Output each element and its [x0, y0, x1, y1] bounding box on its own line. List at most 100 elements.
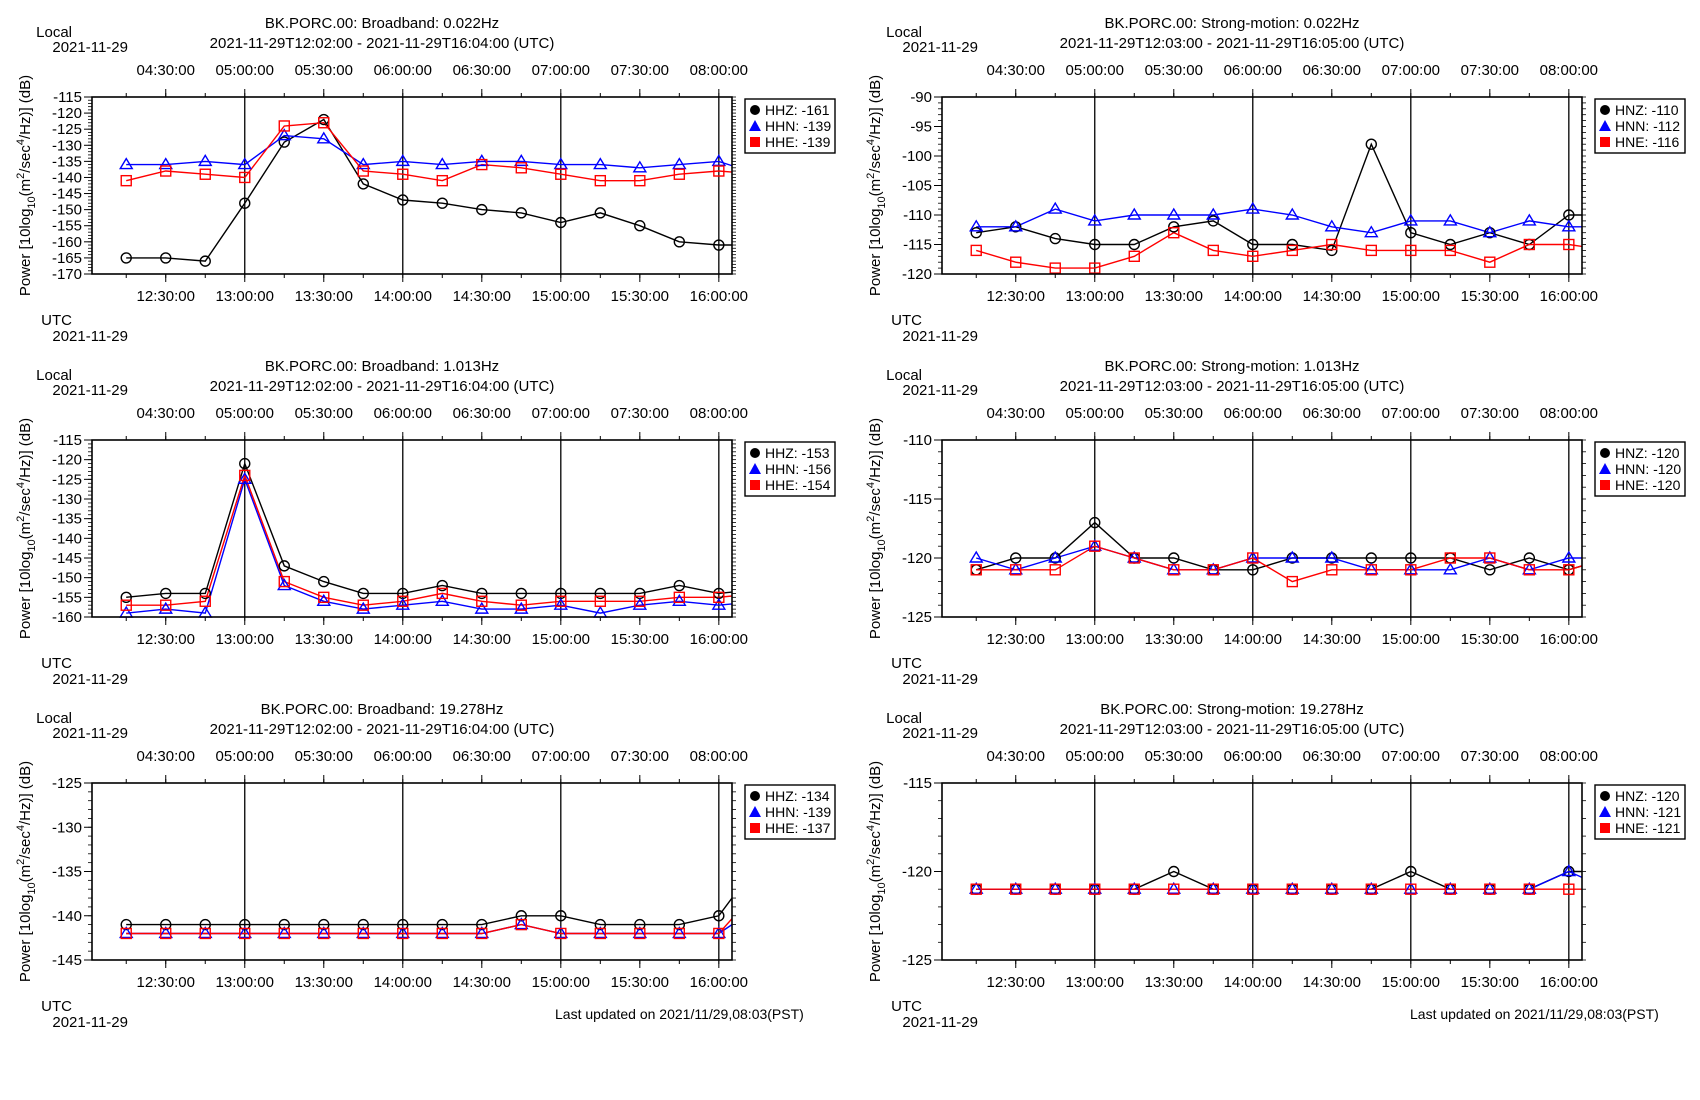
data-point-N	[158, 601, 173, 614]
data-point-N	[514, 917, 529, 930]
data-point-E	[1603, 884, 1613, 894]
data-point-E	[515, 918, 528, 931]
data-point-E	[1603, 245, 1613, 255]
chart-subtitle: 2021-11-29T12:03:00 - 2021-11-29T16:05:0…	[1060, 721, 1405, 738]
data-point-Z	[397, 194, 409, 206]
data-point-E	[1168, 564, 1180, 576]
chart-subtitle: 2021-11-29T12:03:00 - 2021-11-29T16:05:0…	[1060, 35, 1405, 52]
y-tick-label: -140	[52, 908, 82, 925]
local-date: 2021-11-29	[902, 382, 978, 399]
data-point-N	[1561, 550, 1577, 563]
data-point-N	[395, 926, 411, 939]
y-tick-label: -130	[52, 819, 82, 836]
x-tick-label-utc: 13:30:00	[1145, 631, 1203, 648]
data-point-N	[356, 157, 371, 170]
x-tick-label-utc: 12:30:00	[987, 974, 1045, 991]
x-tick-label-utc: 16:00:00	[690, 974, 748, 991]
series-line-E	[126, 121, 732, 182]
data-point-N	[1206, 562, 1221, 575]
data-point-E	[1207, 244, 1219, 257]
utc-label: UTC	[891, 655, 922, 672]
y-axis-label: Power [10log10(m2/sec4/Hz)] (dB)	[865, 418, 888, 639]
data-point-E	[239, 927, 251, 940]
y-tick-label: -155	[52, 218, 82, 235]
x-tick-label-local: 05:00:00	[1066, 748, 1124, 765]
data-point-E	[594, 927, 607, 940]
legend-triangle-icon	[749, 806, 761, 817]
data-point-E	[397, 927, 409, 940]
legend-square-icon	[1600, 480, 1610, 490]
data-point-N	[1403, 213, 1419, 226]
data-point-Z	[318, 918, 330, 931]
data-point-N	[514, 154, 529, 167]
x-tick-label-local: 05:30:00	[1145, 405, 1203, 422]
data-point-E	[1326, 238, 1338, 251]
data-point-N	[316, 926, 332, 939]
y-tick-label: -120	[902, 864, 932, 881]
legend-triangle-icon	[1599, 463, 1611, 474]
data-point-Z	[357, 178, 369, 190]
data-point-N	[1048, 550, 1063, 563]
data-point-N	[237, 157, 252, 170]
series-line-E	[975, 231, 1582, 269]
data-point-E	[1523, 883, 1536, 895]
local-date: 2021-11-29	[52, 725, 128, 742]
plot-frame	[941, 439, 1583, 618]
utc-label: UTC	[41, 312, 72, 329]
y-axis-label: Power [10log10(m2/sec4/Hz)] (dB)	[865, 761, 888, 982]
data-point-N	[395, 597, 411, 610]
last-updated-note-right: Last updated on 2021/11/29,08:03(PST)	[1410, 1006, 1659, 1022]
data-point-N	[1324, 550, 1340, 563]
data-point-N	[277, 578, 292, 591]
y-tick-label: -150	[52, 202, 82, 219]
y-axis-label: Power [10log10(m2/sec4/Hz)] (dB)	[865, 75, 888, 296]
chart-title: BK.PORC.00: Strong-motion: 1.013Hz	[1104, 358, 1359, 375]
local-date: 2021-11-29	[902, 725, 978, 742]
data-point-N	[1245, 201, 1261, 214]
data-point-N	[1087, 881, 1102, 894]
series-line-Z	[976, 142, 1582, 252]
data-point-N	[969, 219, 984, 232]
data-point-N	[672, 926, 687, 939]
x-tick-label-local: 05:00:00	[216, 62, 274, 79]
data-point-E	[318, 117, 330, 129]
data-point-E	[1365, 564, 1378, 576]
data-point-Z	[1128, 238, 1140, 251]
x-tick-label-local: 06:00:00	[374, 62, 432, 79]
data-point-N	[158, 157, 173, 170]
x-tick-label-local: 04:30:00	[987, 748, 1045, 765]
x-tick-label-local: 06:30:00	[453, 62, 511, 79]
data-point-N	[711, 926, 727, 939]
legend-box	[744, 784, 836, 840]
data-point-Z	[1444, 238, 1457, 251]
data-point-Z	[515, 910, 528, 922]
data-point-N	[1443, 881, 1458, 894]
data-point-E	[1444, 883, 1457, 895]
data-point-E	[1128, 552, 1140, 564]
data-point-E	[515, 599, 528, 611]
chart-title: BK.PORC.00: Strong-motion: 19.278Hz	[1100, 701, 1363, 718]
utc-label: UTC	[41, 655, 72, 672]
data-point-Z	[634, 918, 646, 931]
series-line-Z	[126, 118, 732, 262]
legend-entry: HHN: -139	[765, 804, 831, 820]
x-tick-label-local: 08:00:00	[690, 405, 748, 422]
data-point-N	[553, 597, 569, 610]
data-point-N	[435, 926, 450, 939]
x-tick-label-local: 05:30:00	[1145, 62, 1203, 79]
x-tick-label-local: 05:30:00	[295, 62, 353, 79]
y-tick-label: -145	[52, 550, 82, 567]
data-point-N	[632, 160, 648, 173]
data-point-Z	[1168, 221, 1180, 233]
local-label: Local	[886, 710, 922, 727]
series-line-Z	[976, 870, 1582, 890]
x-tick-label-local: 07:00:00	[1382, 405, 1440, 422]
y-tick-label: -90	[910, 89, 932, 106]
data-point-N	[1364, 881, 1379, 894]
data-point-Z	[1049, 232, 1061, 245]
utc-date: 2021-11-29	[902, 328, 978, 345]
y-tick-label: -125	[52, 471, 82, 488]
data-point-E	[357, 927, 369, 940]
x-tick-label-local: 07:30:00	[1461, 62, 1519, 79]
